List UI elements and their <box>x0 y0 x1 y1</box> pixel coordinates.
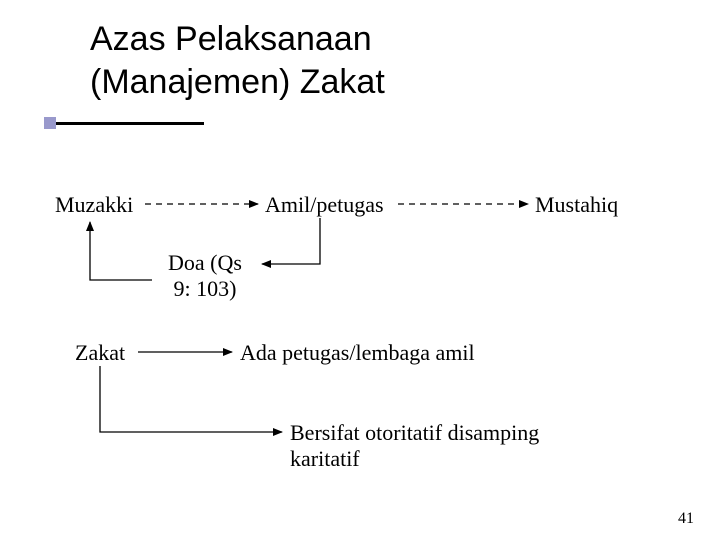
arrow-zakat-otoritatif <box>100 366 282 432</box>
arrow-amil-to-doa <box>262 218 320 264</box>
node-doa: Doa (Qs 9: 103) <box>160 250 250 302</box>
node-amil: Amil/petugas <box>265 192 384 218</box>
node-otoritatif: Bersifat otoritatif disamping karitatif <box>290 420 539 472</box>
title-accent-square <box>44 117 56 129</box>
node-zakat: Zakat <box>75 340 125 366</box>
title-line-2: (Manajemen) Zakat <box>90 63 385 101</box>
page-number: 41 <box>678 510 694 528</box>
otoritatif-line-1: Bersifat otoritatif disamping <box>290 420 539 445</box>
doa-line-2: 9: 103) <box>174 276 237 301</box>
arrow-doa-to-muzakki <box>90 222 152 280</box>
node-lembaga: Ada petugas/lembaga amil <box>240 340 475 366</box>
doa-line-1: Doa (Qs <box>168 250 242 275</box>
slide-title: Azas Pelaksanaan (Manajemen) Zakat <box>90 18 385 103</box>
node-mustahiq: Mustahiq <box>535 192 618 218</box>
node-muzakki: Muzakki <box>55 192 133 218</box>
title-line-1: Azas Pelaksanaan <box>90 20 372 58</box>
otoritatif-line-2: karitatif <box>290 446 360 471</box>
title-underline <box>54 122 204 125</box>
